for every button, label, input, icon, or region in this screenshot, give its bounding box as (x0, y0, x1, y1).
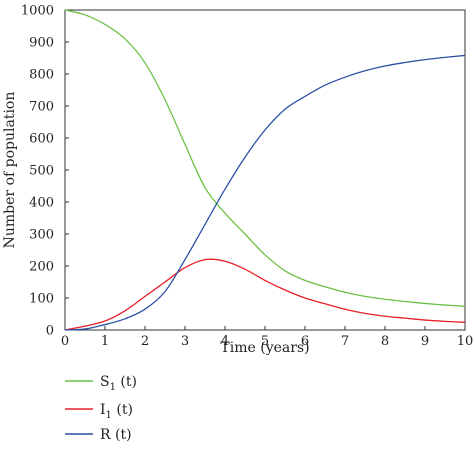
x-tick-label: 9 (421, 334, 429, 349)
y-tick-label: 800 (29, 68, 54, 83)
y-tick-label: 900 (29, 36, 54, 51)
legend-label-r: R (t) (100, 427, 132, 443)
legend-label-s: S1 (t) (100, 374, 137, 393)
legend: S1 (t) I1 (t) R (t) (65, 374, 137, 443)
y-tick-label: 400 (29, 196, 54, 211)
x-tick-label: 5 (261, 334, 269, 349)
x-tick-label: 4 (221, 334, 229, 349)
x-tick-label: 6 (301, 334, 309, 349)
y-tick-label: 1000 (21, 4, 54, 19)
legend-label-i: I1 (t) (100, 402, 133, 421)
x-tick-label: 2 (141, 334, 149, 349)
y-axis-title: Number of population (2, 92, 18, 249)
x-tick-label: 1 (101, 334, 109, 349)
x-tick-label: 0 (61, 334, 69, 349)
axes (64, 9, 466, 331)
plot-frame (64, 9, 466, 331)
x-tick-label: 3 (181, 334, 189, 349)
series-line-s (64, 9, 466, 307)
series-line-r (64, 54, 466, 331)
y-tick-label: 500 (29, 164, 54, 179)
series-line-i (64, 258, 466, 331)
y-tick-label: 600 (29, 132, 54, 147)
x-tick-label: 10 (457, 334, 474, 349)
y-tick-label: 0 (46, 324, 54, 339)
y-tick-label: 700 (29, 100, 54, 115)
x-tick-label: 8 (381, 334, 389, 349)
series-lines (64, 9, 466, 331)
y-tick-label: 100 (29, 292, 54, 307)
ticks: 0 1 2 3 4 5 6 7 8 9 100100200300400500600700800900… (21, 4, 473, 350)
y-tick-label: 200 (29, 260, 54, 275)
x-tick-label: 7 (341, 334, 349, 349)
x-axis-title: Time (years) (220, 340, 309, 356)
y-tick-label: 300 (29, 228, 54, 243)
